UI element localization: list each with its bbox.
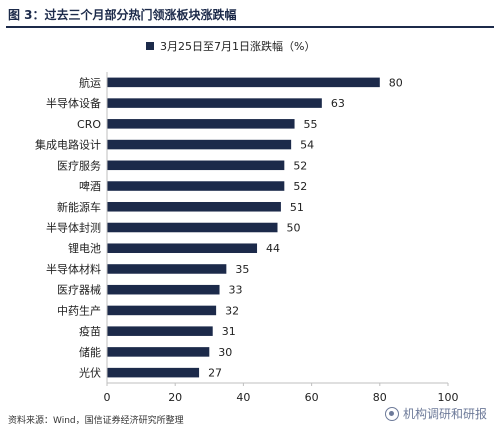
watermark-text: 机构调研和研报 [403,407,488,421]
data-label: 51 [290,201,304,214]
legend: 3月25日至7月1日涨跌幅（%） [146,38,315,54]
bar [107,119,295,129]
category-label: 半导体设备 [46,96,101,110]
bar [107,181,285,191]
category-label: CRO [77,118,101,131]
category-label: 航运 [79,75,101,89]
data-label: 32 [225,304,239,317]
bar [107,222,278,233]
bar [107,201,281,212]
x-tick-label: 80 [373,391,387,404]
title-rule [6,26,494,28]
data-label: 54 [300,139,314,152]
legend-label: 3月25日至7月1日涨跌幅（%） [160,40,316,53]
x-tick-label: 100 [438,391,459,404]
data-label: 33 [229,284,243,297]
category-label: 半导体封测 [46,221,101,235]
legend-swatch [146,42,154,50]
category-label: 中药生产 [57,303,101,317]
bar [107,139,292,150]
data-label: 30 [218,346,232,359]
category-label: 医疗器械 [57,283,101,297]
figure-title: 图 3：过去三个月部分热门领涨板块涨跌幅 [8,8,237,22]
data-label: 44 [266,242,280,255]
watermark-icon [385,406,399,421]
category-label: 啤酒 [79,179,101,193]
category-label: 半导体材料 [46,262,101,276]
bar [107,305,217,316]
bar [107,367,200,378]
source-note: 资料来源：Wind，国信证券经济研究所整理 [8,416,184,426]
x-tick-label: 0 [104,391,111,404]
data-label: 80 [389,76,403,89]
data-label: 27 [208,367,222,380]
data-label: 50 [287,222,301,235]
bar [107,160,285,171]
bar [107,347,210,357]
category-label: 集成电路设计 [35,138,101,152]
data-label: 52 [293,159,307,172]
bar [107,326,213,336]
category-label: 新能源车 [57,200,101,214]
data-label: 52 [293,180,307,193]
bar [107,284,220,295]
bar [107,264,227,274]
bar [107,243,258,254]
data-label: 55 [304,118,318,131]
category-label: 锂电池 [68,241,101,255]
x-tick-label: 60 [305,391,319,404]
bar [107,98,322,108]
data-label: 63 [331,97,345,110]
category-label: 疫苗 [79,324,101,338]
category-label: 医疗服务 [57,158,101,172]
watermark: 机构调研和研报 [385,405,487,422]
category-label: 储能 [79,345,101,359]
x-tick-label: 20 [168,391,182,404]
data-label: 35 [235,263,249,276]
bar [107,77,380,88]
data-label: 31 [222,325,236,338]
x-tick-label: 40 [236,391,250,404]
category-label: 光伏 [79,366,101,380]
